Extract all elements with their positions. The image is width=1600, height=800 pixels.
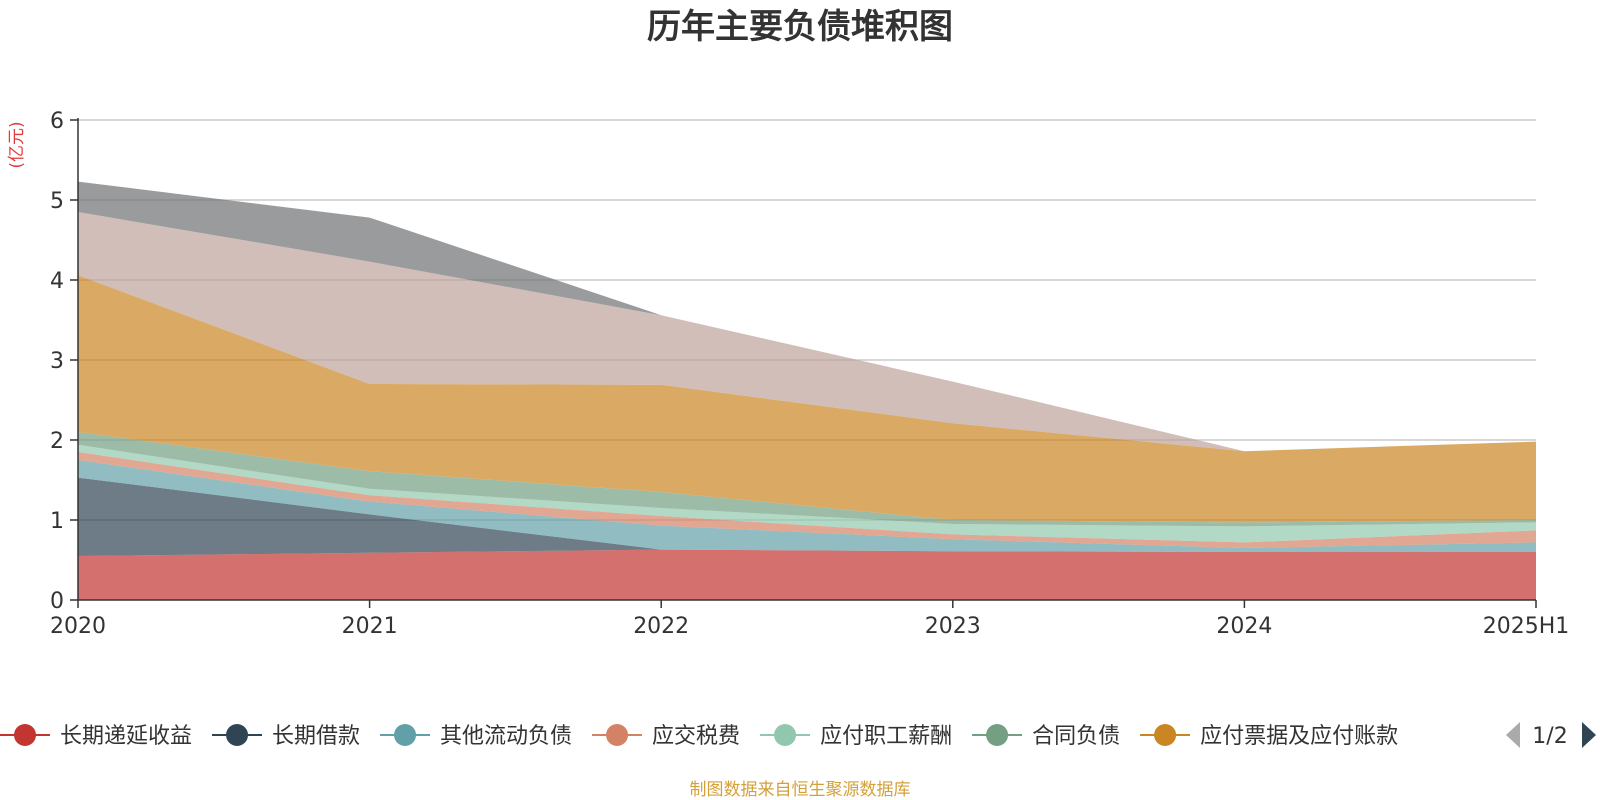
y-axis-unit-label: (亿元) xyxy=(7,121,27,168)
legend-marker-icon xyxy=(774,724,797,746)
legend-marker-icon xyxy=(606,724,629,746)
x-tick-label: 2024 xyxy=(1216,614,1272,639)
legend-label: 应付职工薪酬 xyxy=(820,724,952,749)
x-tick-label: 2020 xyxy=(50,614,106,639)
y-tick-label: 0 xyxy=(50,589,64,614)
legend-item[interactable]: 应付票据及应付账款 xyxy=(1140,724,1398,749)
legend-label: 长期递延收益 xyxy=(60,724,192,749)
legend-item[interactable]: 其他流动负债 xyxy=(380,724,572,749)
data-source-note: 制图数据来自恒生聚源数据库 xyxy=(690,780,911,800)
legend-label: 应交税费 xyxy=(652,724,740,749)
legend-pager: 1/2 xyxy=(1506,722,1596,749)
y-tick-label: 4 xyxy=(50,269,64,294)
y-tick-label: 1 xyxy=(50,509,64,534)
y-tick-label: 2 xyxy=(50,429,64,454)
legend-marker-icon xyxy=(226,724,249,746)
x-tick-label: 2021 xyxy=(342,614,398,639)
area-series xyxy=(78,181,1536,600)
legend-item[interactable]: 长期借款 xyxy=(212,724,360,749)
area-series-8 xyxy=(78,181,1536,452)
legend: 长期递延收益 长期借款 其他流动负债 应交税费 应付职工薪酬 合同负债 应付票据及应付账款 xyxy=(0,724,1398,749)
area-series-1 xyxy=(78,477,1536,556)
pager-next-icon[interactable] xyxy=(1582,722,1596,748)
x-tick-label: 2025H1 xyxy=(1483,614,1570,639)
legend-label: 合同负债 xyxy=(1032,724,1120,749)
y-tick-label: 6 xyxy=(50,109,64,134)
legend-item[interactable]: 合同负债 xyxy=(972,724,1120,749)
pager-text: 1/2 xyxy=(1532,724,1567,749)
legend-item[interactable]: 长期递延收益 xyxy=(0,724,192,749)
area-series-3 xyxy=(78,452,1536,548)
area-series-5 xyxy=(78,432,1536,527)
axes: 0 1 2 3 4 5 6 2020 2021 2022 2023 2024 2025H1 xyxy=(50,109,1569,639)
legend-label: 应付票据及应付账款 xyxy=(1200,724,1398,749)
legend-label: 其他流动负债 xyxy=(440,724,572,749)
legend-marker-icon xyxy=(14,724,36,746)
area-series-0 xyxy=(78,549,1536,600)
legend-label: 长期借款 xyxy=(272,724,360,749)
area-series-6 xyxy=(78,275,1536,523)
y-tick-label: 3 xyxy=(50,349,64,374)
legend-marker-icon xyxy=(394,724,417,746)
pager-prev-icon[interactable] xyxy=(1506,722,1520,748)
area-series-4 xyxy=(78,444,1536,543)
legend-marker-icon xyxy=(986,724,1009,746)
legend-marker-icon xyxy=(1154,724,1177,746)
area-series-7 xyxy=(78,212,1536,452)
legend-item[interactable]: 应付职工薪酬 xyxy=(760,724,952,749)
area-series-2 xyxy=(78,460,1536,552)
x-tick-label: 2022 xyxy=(633,614,689,639)
y-tick-label: 5 xyxy=(50,189,64,214)
x-tick-label: 2023 xyxy=(925,614,981,639)
chart-title: 历年主要负债堆积图 xyxy=(647,7,953,47)
legend-item[interactable]: 应交税费 xyxy=(592,724,740,749)
